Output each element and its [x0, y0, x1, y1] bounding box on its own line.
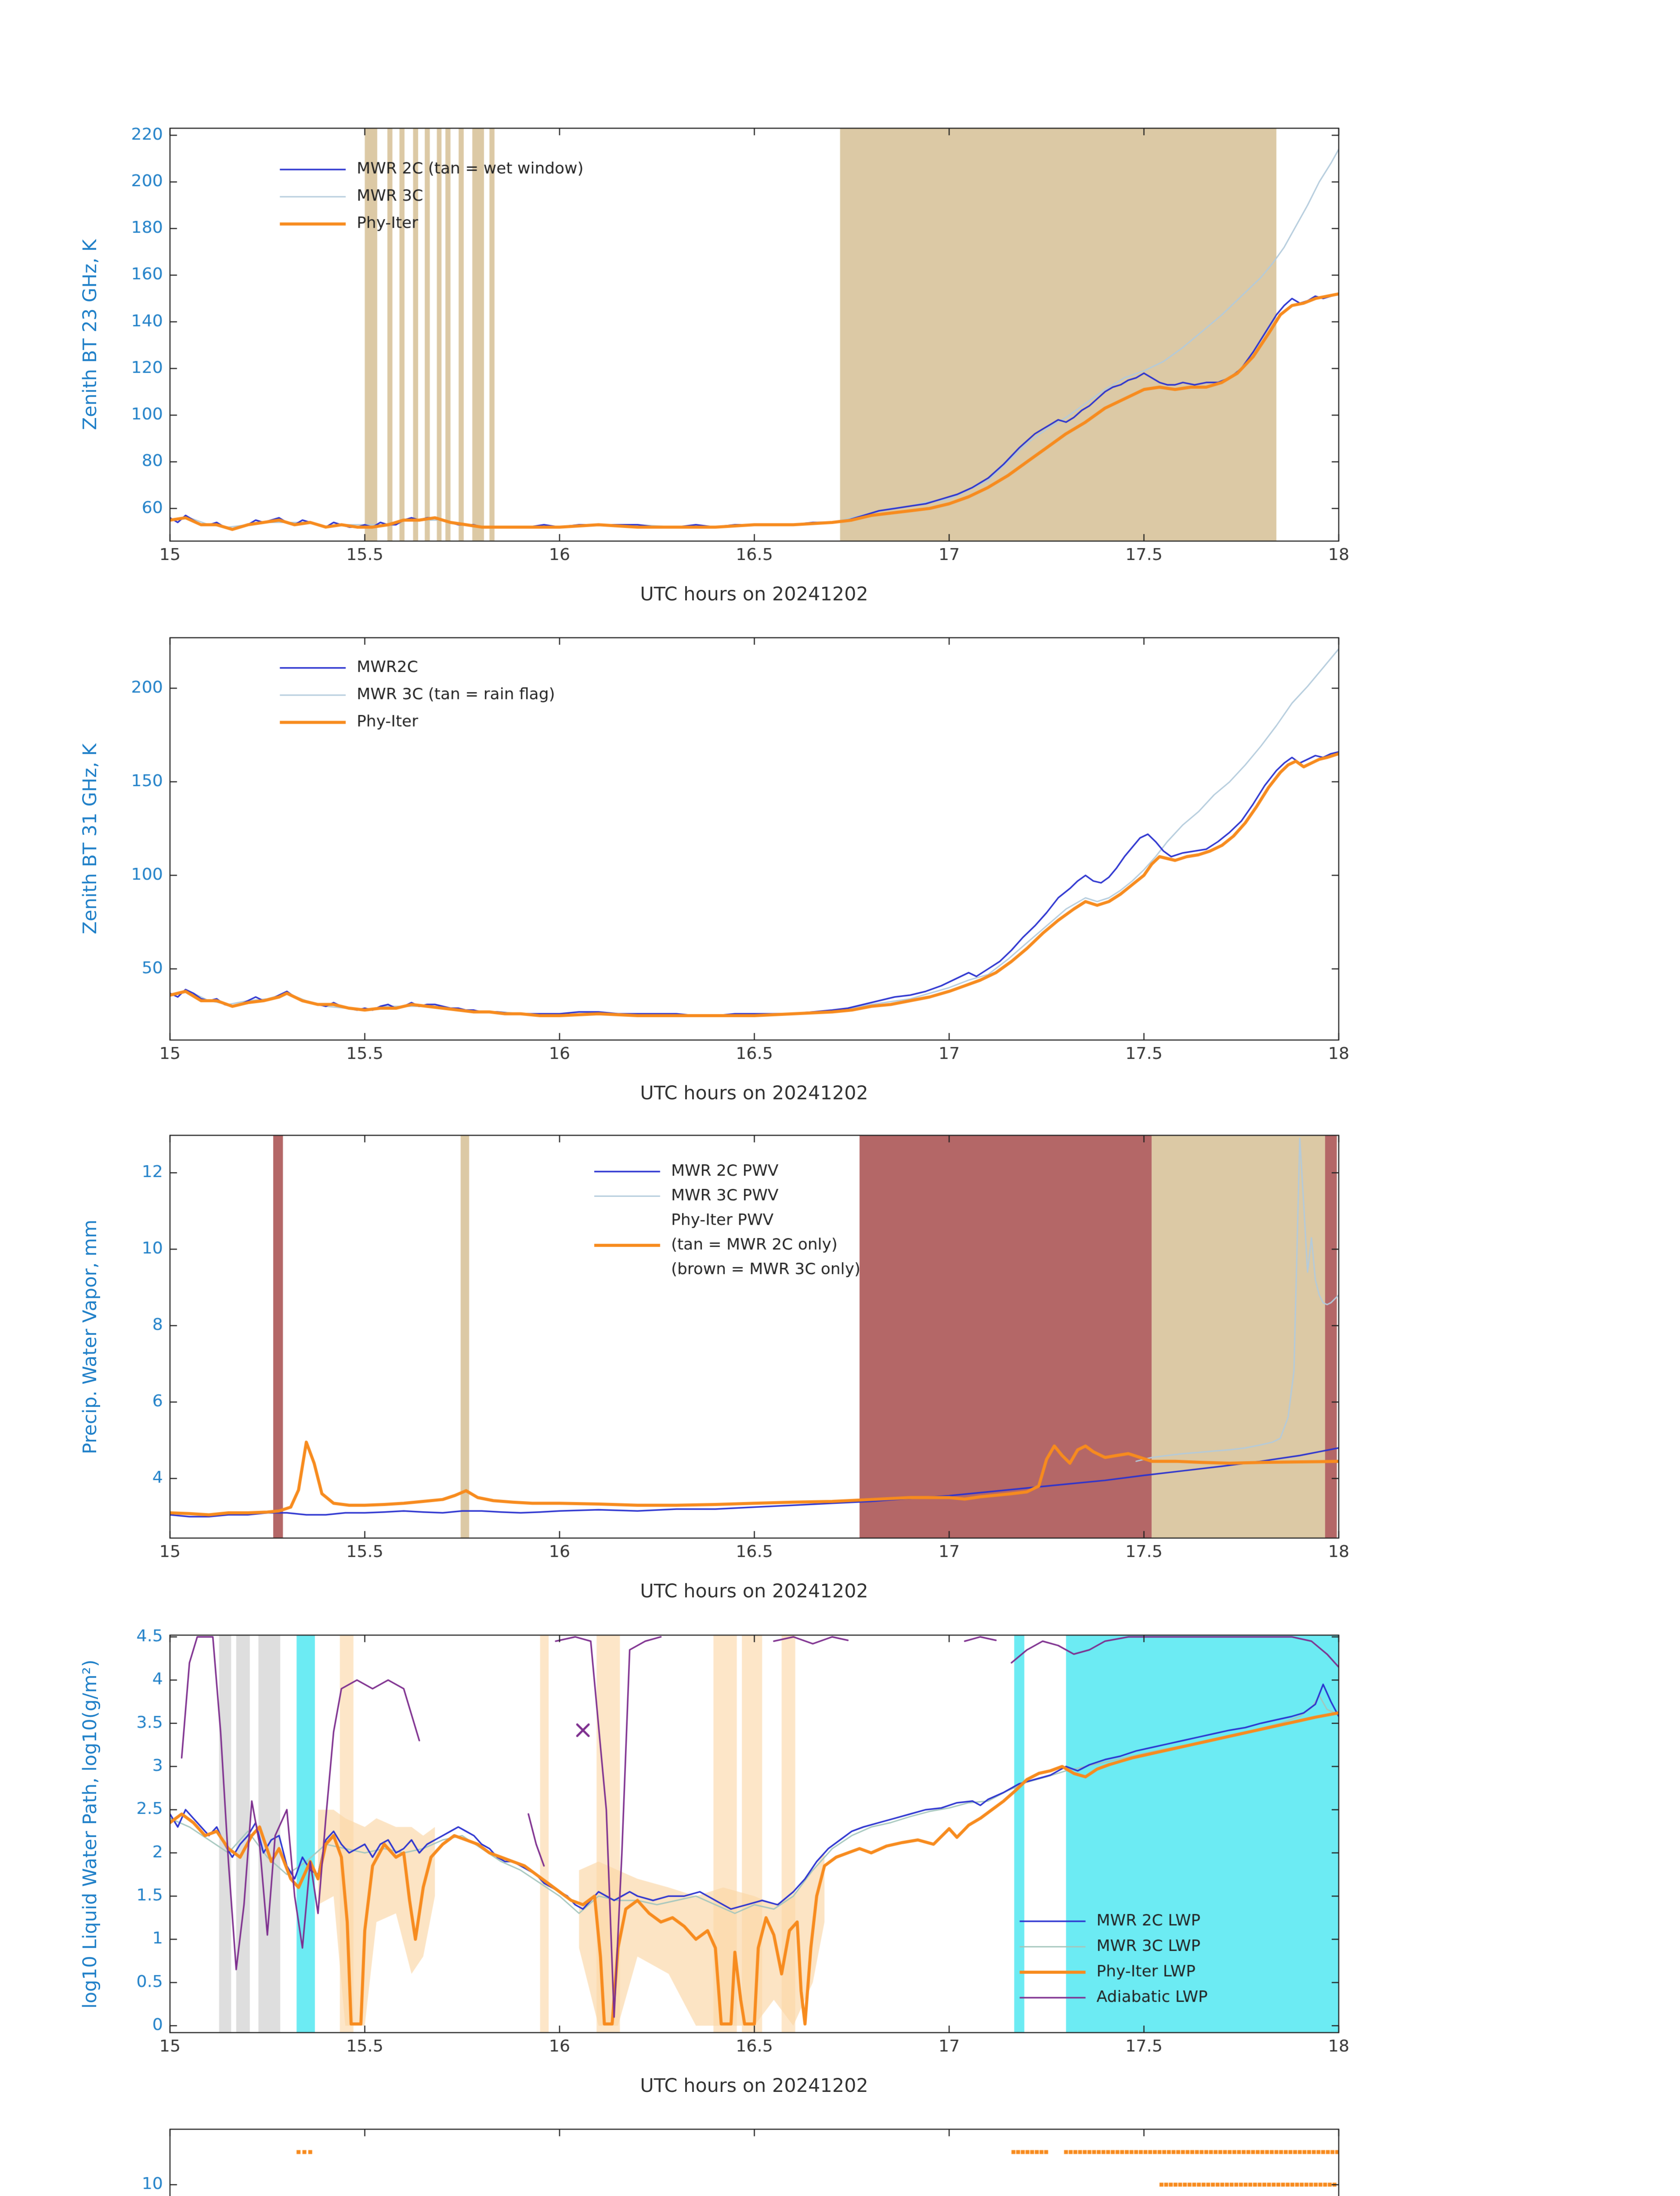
pwv-chart-canvas: [0, 1107, 1680, 1621]
bt31-chart-canvas: [0, 611, 1680, 1116]
pwv-y-axis-label: Precip. Water Vapor, mm: [79, 1219, 101, 1454]
lwp-y-axis-label: log10 Liquid Water Path, log10(g/m²): [79, 1659, 101, 2008]
dqflag-chart-canvas: [0, 2102, 1680, 2196]
lwp-chart-canvas: [0, 1607, 1680, 2113]
panel-liquid-water-path: log10 Liquid Water Path, log10(g/m²) UTC…: [0, 1607, 1680, 2113]
bt31-y-axis-label: Zenith BT 31 GHz, K: [79, 743, 101, 935]
bt23-x-axis-label: UTC hours on 20241202: [640, 583, 868, 605]
bt23-y-axis-label: Zenith BT 23 GHz, K: [79, 239, 101, 430]
bt31-x-axis-label: UTC hours on 20241202: [640, 1082, 868, 1104]
panel-zenith-bt-23: Zenith BT 23 GHz, K UTC hours on 2024120…: [0, 26, 1680, 615]
panel-zenith-bt-31: Zenith BT 31 GHz, K UTC hours on 2024120…: [0, 611, 1680, 1116]
lwp-x-axis-label: UTC hours on 20241202: [640, 2075, 868, 2097]
pwv-x-axis-label: UTC hours on 20241202: [640, 1580, 868, 1602]
panel-precip-water-vapor: Precip. Water Vapor, mm UTC hours on 202…: [0, 1107, 1680, 1621]
bt23-chart-canvas: [0, 26, 1680, 615]
panel-dq-flag: MWR Phy Iter DQ Flag UTC hours on 202412…: [0, 2102, 1680, 2196]
